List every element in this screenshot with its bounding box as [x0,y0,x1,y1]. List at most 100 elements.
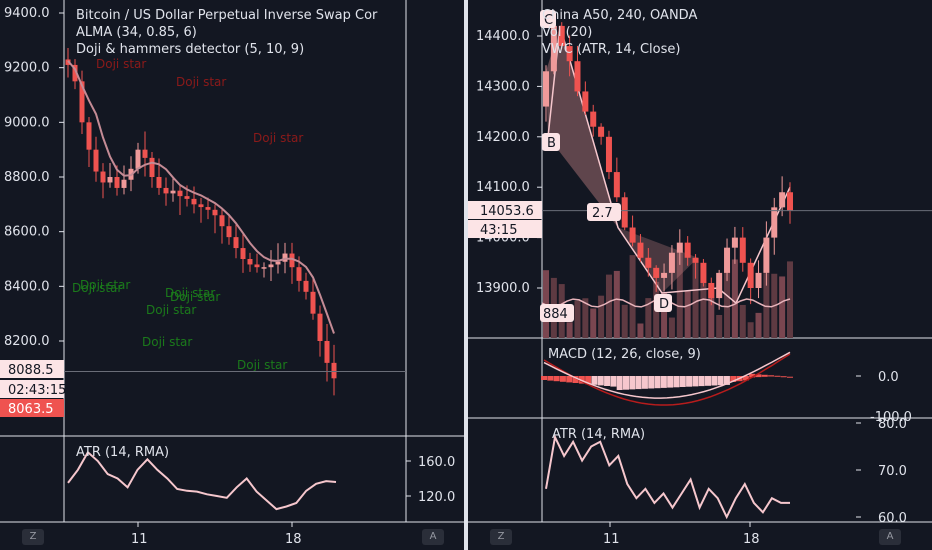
volume-bar [645,298,652,338]
pattern-d-badge [654,294,672,312]
right-chart-panel[interactable]: 14400.0 14300.0 14200.0 14100.0 14000.0 13900… [468,0,932,550]
macd-signal-line [543,351,791,399]
volume-bar [708,290,715,338]
candle-body [700,262,707,283]
right-z-button[interactable]: Z [490,529,512,545]
candle-body [184,196,190,199]
macd-histogram-bar [641,376,648,389]
macd-histogram-bar [610,376,617,387]
right-y-tick-label: 13900.0 [476,281,530,296]
macd-histogram-bar [667,376,674,388]
right-atr-legend[interactable]: ATR (14, RMA) [552,427,646,442]
volume-bar [605,274,612,338]
candle-body [558,25,565,47]
left-x-tick-label: 18 [285,532,302,547]
candle-body [779,192,786,208]
candle-body [787,192,793,211]
volume-bar [684,291,691,338]
macd-histogram-bar [679,376,686,387]
macd-histogram-bar [572,376,579,383]
right-atr-tick-label: 80.0 [878,417,907,432]
candle-body [310,291,316,314]
macd-histogram-bar [648,376,655,389]
right-chart-canvas[interactable]: 14400.014300.014200.014100.014000.013900… [468,0,932,550]
candle-body [121,179,127,188]
candle-body [716,272,723,299]
candle-body [566,46,573,62]
left-chart-panel[interactable]: 9400.0 9200.0 9000.0 8800.0 8600.0 8400.0 8200… [0,0,464,550]
candle-body [240,248,246,259]
candle-body [724,247,731,273]
candle-body [613,172,620,198]
candle-body [598,126,605,137]
pattern-c-text: C [544,13,553,28]
left-current-price-badge [0,399,64,417]
doji-legend[interactable]: Doji & hammers detector (5, 10, 9) [76,42,305,57]
candle-body [621,197,628,228]
macd-histogram-bar [686,376,693,387]
right-symbol-title[interactable]: China A50, 240, OANDA [542,8,698,23]
macd-tick-label: -100.0 [870,410,912,425]
panel-divider[interactable] [464,0,468,550]
macd-histogram-bar [629,376,636,390]
vwc-legend[interactable]: VWC (ATR, 14, Close) [542,42,681,57]
right-a-button[interactable]: A [879,529,901,545]
right-y-tick-label: 14300.0 [476,79,530,94]
candle-body [219,215,225,227]
alma-legend[interactable]: ALMA (34, 0.85, 6) [76,25,197,40]
candle-body [324,341,330,363]
volume-bar [566,322,573,338]
left-atr-legend[interactable]: ATR (14, RMA) [76,445,170,460]
macd-histogram-bar [692,376,699,387]
macd-histogram-bar [780,376,787,378]
macd-legend[interactable]: MACD (12, 26, close, 9) [548,347,701,362]
macd-histogram-bar [774,375,781,377]
left-y-tick-label: 8600.0 [4,225,50,240]
candle-body [731,237,738,248]
volume-bar [747,322,754,338]
left-y-tick-label: 8400.0 [4,279,50,294]
pattern-mid-text: 2.7 [592,206,613,221]
candle-body [72,64,78,82]
right-atr-tick-label: 70.0 [878,464,907,479]
vol-legend[interactable]: Vol (20) [542,25,593,40]
doji-bear-label: Doji star [253,131,303,145]
candle-body [708,282,715,299]
candle-body [653,267,660,278]
candle-body [100,171,106,183]
candle-body [605,136,612,173]
left-atr-tick-label: 120.0 [418,490,455,505]
volume-bar [739,304,746,338]
candle-body [254,264,260,268]
pattern-fill-upper [546,25,618,228]
macd-histogram-bar [547,376,554,381]
doji-bull-label: Doji star [170,290,220,304]
left-z-button[interactable]: Z [22,529,44,545]
right-y-tick-label: 14100.0 [476,180,530,195]
right-y-tick-label: 14400.0 [476,29,530,44]
macd-histogram-bar [660,376,667,388]
candle-body [684,242,691,258]
volume-bar [598,295,605,338]
candle-body [692,257,699,263]
left-chart-canvas[interactable]: 9400.0 9200.0 9000.0 8800.0 8600.0 8400.0 8200… [0,0,464,550]
volume-bar [763,273,770,338]
candle-body [755,272,762,288]
right-legend: China A50, 240, OANDA Vol (20) VWC (ATR,… [542,7,697,58]
volume-bar [692,261,699,338]
volume-bar [676,252,683,338]
candle-body [268,264,274,268]
left-a-button[interactable]: A [422,529,444,545]
volume-bar [661,292,668,338]
doji-bull-label: Doji star [142,335,192,349]
volume-bar [613,270,620,338]
right-x-tick-label: 18 [743,532,760,547]
candle-body [331,362,337,379]
candle-body [191,198,197,205]
volume-value-badge [540,304,574,322]
macd-histogram-bar [585,376,592,385]
left-symbol-title[interactable]: Bitcoin / US Dollar Perpetual Inverse Sw… [76,8,378,23]
macd-histogram-bar [635,376,642,390]
right-current-price-label: 14053.6 [480,204,534,219]
macd-histogram-bar [723,376,730,385]
